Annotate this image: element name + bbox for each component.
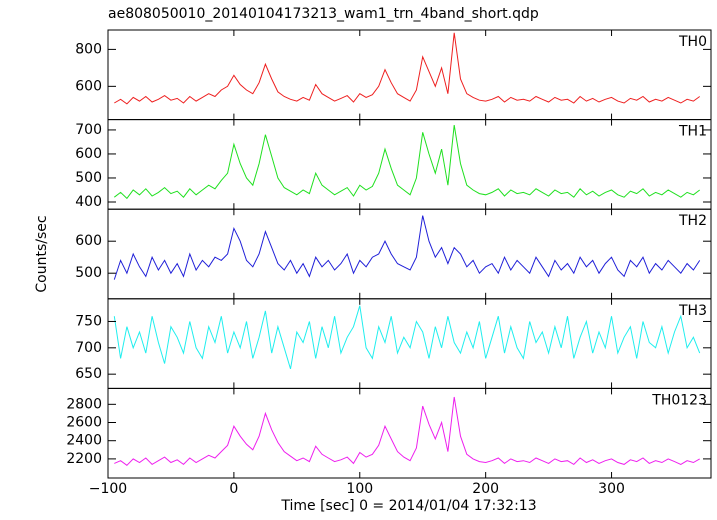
- legend-label: TH2: [678, 213, 707, 229]
- x-axis-label: Time [sec] 0 = 2014/01/04 17:32:13: [280, 498, 536, 514]
- panel-frame: [107, 208, 712, 300]
- x-tick-label: 100: [346, 481, 373, 497]
- y-tick-label: 2800: [66, 396, 102, 412]
- series-line: [113, 125, 701, 200]
- y-tick-label: 800: [75, 41, 102, 57]
- y-tick-label: 600: [75, 146, 102, 162]
- y-tick-label: 600: [75, 233, 102, 249]
- y-tick-label: 600: [75, 78, 102, 94]
- y-tick-label: 2400: [66, 433, 102, 449]
- y-tick-label: 400: [75, 194, 102, 210]
- series-line: [114, 32, 700, 105]
- panel-frame: [107, 29, 712, 121]
- x-tick-label: 0: [229, 481, 238, 497]
- y-tick-label: 2200: [66, 451, 102, 467]
- legend-label: TH0: [678, 34, 707, 50]
- y-tick-label: 2600: [66, 415, 102, 431]
- x-tick-label: 200: [472, 481, 499, 497]
- series-line: [114, 396, 700, 466]
- y-tick-label: 650: [75, 366, 102, 382]
- series-line: [113, 215, 701, 280]
- x-tick-label: 300: [598, 481, 625, 497]
- y-axis-label: Counts/sec: [34, 215, 50, 292]
- panel-frame: [107, 387, 712, 479]
- series-line: [113, 305, 701, 370]
- y-tick-label: 500: [75, 170, 102, 186]
- y-tick-label: 500: [75, 265, 102, 281]
- chart-title: ae808050010_20140104173213_wam1_trn_4ban…: [108, 6, 539, 22]
- y-tick-label: 700: [75, 340, 102, 356]
- x-tick-label: −100: [89, 481, 127, 497]
- panel-frame: [107, 298, 712, 389]
- legend-label: TH1: [678, 124, 707, 140]
- legend-label: TH0123: [651, 392, 707, 408]
- legend-label: TH3: [678, 303, 707, 319]
- y-tick-label: 750: [75, 313, 102, 329]
- y-tick-label: 700: [75, 122, 102, 138]
